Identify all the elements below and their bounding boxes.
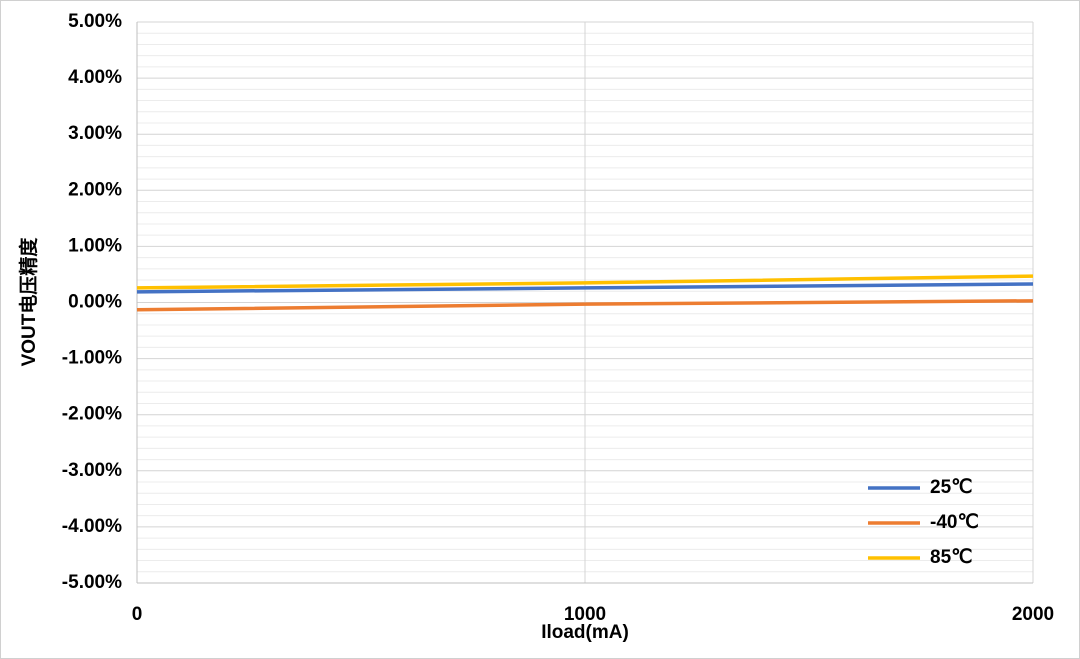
data-line: [136, 299, 1034, 312]
y-tick-label: 1.00%: [68, 235, 122, 256]
x-tick-label: 1000: [564, 604, 606, 625]
y-tick-label: -2.00%: [62, 404, 122, 425]
y-tick-label: -4.00%: [62, 516, 122, 537]
data-line: [136, 274, 1034, 290]
data-line: [136, 282, 1034, 294]
y-tick-label: 4.00%: [68, 67, 122, 88]
y-tick-label: 2.00%: [68, 179, 122, 200]
y-tick-label: 5.00%: [68, 11, 122, 32]
x-tick-label: 0: [132, 604, 143, 625]
y-tick-label: 3.00%: [68, 123, 122, 144]
legend-label: -40℃: [930, 512, 979, 533]
x-tick-label: 2000: [1012, 604, 1054, 625]
legend-label: 25℃: [930, 477, 972, 498]
x-axis-label: Iload(mA): [541, 622, 629, 643]
y-axis-label: VOUT电压精度: [17, 237, 40, 367]
y-tick-label: 0.00%: [68, 292, 122, 313]
y-tick-label: -3.00%: [62, 460, 122, 481]
legend-label: 85℃: [930, 547, 972, 568]
y-tick-label: -1.00%: [62, 348, 122, 369]
y-tick-label: -5.00%: [62, 572, 122, 593]
